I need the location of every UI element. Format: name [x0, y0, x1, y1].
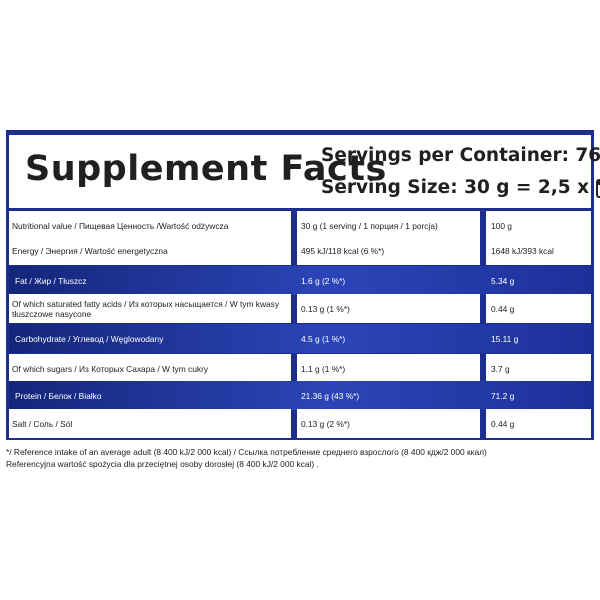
reference-intake-footnote: */ Reference intake of an average adult …: [6, 447, 596, 470]
table-row: Of which saturated fatty acids / Из кото…: [9, 294, 591, 323]
serving-size-line: Serving Size: 30 g = 2,5 x: [321, 174, 600, 200]
footnote-line: */ Reference intake of an average adult …: [6, 447, 487, 457]
row-per-serving: 495 kJ/118 kcal (6 %*): [297, 236, 480, 265]
row-per-100g: 15.11 g: [491, 333, 519, 344]
row-label: Of which sugars / Из Которых Сахара / W …: [9, 354, 291, 383]
row-per-serving: 30 g (1 serving / 1 порция / 1 porcja): [297, 211, 480, 240]
row-label: Of which saturated fatty acids / Из кото…: [9, 294, 291, 323]
row-per-100g: 0.44 g: [486, 409, 591, 438]
row-per-100g: 1648 kJ/393 kcal: [486, 236, 591, 265]
row-label: Protein / Белок / Białko: [15, 390, 102, 401]
serving-size: Serving Size: 30 g = 2,5 x: [321, 176, 590, 198]
table-row: Nutritional value / Пищевая Ценность /Wa…: [9, 211, 591, 240]
row-label: Salt / Соль / Sól: [9, 409, 291, 438]
row-per-serving: 1.1 g (1 %*): [297, 354, 480, 383]
row-label: Carbohydrate / Углевод / Węglowodany: [15, 333, 164, 344]
row-per-100g: 0.44 g: [486, 294, 591, 323]
table-row: Carbohydrate / Углевод / Węglowodany 4.5…: [9, 324, 591, 353]
table-row: Energy / Энергия / Wartość energetyczna …: [9, 236, 591, 265]
table-row: Fat / Жир / Tłuszcz 1.6 g (2 %*) 5.34 g: [9, 266, 591, 295]
table-row: Of which sugars / Из Которых Сахара / W …: [9, 354, 591, 383]
table-row: Protein / Белок / Białko 21.36 g (43 %*)…: [9, 381, 591, 410]
facts-title: Supplement Facts: [25, 149, 387, 189]
row-label: Fat / Жир / Tłuszcz: [15, 275, 87, 286]
table-row: Salt / Соль / Sól 0.13 g (2 %*) 0.44 g: [9, 409, 591, 438]
scoop-icon: [596, 179, 600, 198]
row-per-100g: 5.34 g: [491, 275, 515, 286]
facts-header: Supplement Facts Servings per Container:…: [9, 135, 600, 208]
row-per-serving: 1.6 g (2 %*): [301, 275, 346, 286]
row-label: Nutritional value / Пищевая Ценность /Wa…: [9, 211, 291, 240]
row-per-serving: 21.36 g (43 %*): [301, 390, 360, 401]
row-per-serving: 0.13 g (1 %*): [297, 294, 480, 323]
row-per-100g: 100 g: [486, 211, 591, 240]
row-per-100g: 71.2 g: [491, 390, 515, 401]
row-label: Energy / Энергия / Wartość energetyczna: [9, 236, 291, 265]
footnote-line: Referencyjna wartość spożycia dla przeci…: [6, 458, 319, 469]
servings-per-container: Servings per Container: 76: [321, 145, 600, 166]
row-per-100g: 3.7 g: [486, 354, 591, 383]
row-per-serving: 0.13 g (2 %*): [297, 409, 480, 438]
row-per-serving: 4.5 g (1 %*): [301, 333, 346, 344]
